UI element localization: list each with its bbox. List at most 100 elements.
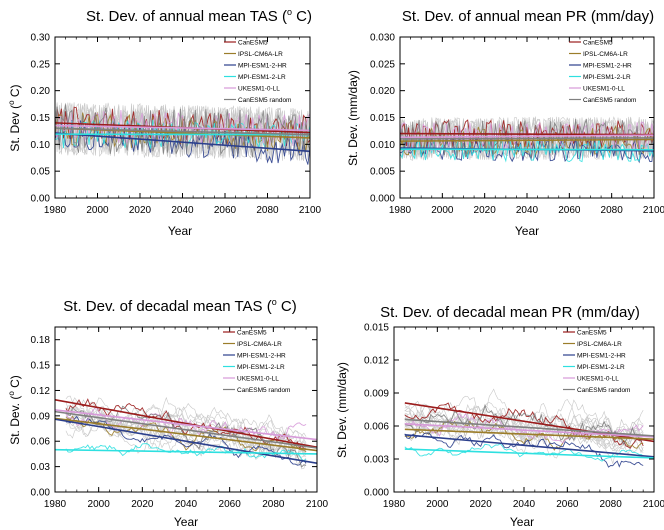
legend-entry-UKESM1-0-LL: UKESM1-0-LL [238,86,280,93]
trend-line-UKESM1-0-LL [404,423,654,438]
legend-entry-MPI-ESM1-2-LR: MPI-ESM1-2-LR [238,74,286,81]
x-tick-label: 2040 [516,205,539,216]
trend-line-MPI-ESM1-2-LR [55,133,310,136]
legend-entry-UKESM1-0-LL: UKESM1-0-LL [237,376,279,383]
x-tick-label: 2080 [256,205,279,216]
y-tick-label: 0.20 [31,86,51,97]
y-tick-label: 0.15 [31,361,51,372]
series-line-MPI-ESM1-2-HR [55,119,310,165]
series-layer [404,388,654,468]
series-line-CanESM5 [404,402,644,449]
y-tick-label: 0.015 [370,113,395,124]
panel-decadal-pr: St. Dev. of decadal mean PR (mm/day) Yea… [335,304,640,529]
y-label-end: C) [8,375,22,391]
legend-entry-MPI-ESM1-2-HR: MPI-ESM1-2-HR [237,353,286,360]
legend-entry-MPI-ESM1-2-LR: MPI-ESM1-2-LR [237,364,285,371]
y-tick-label: 0.06 [31,437,51,448]
x-tick-label: 2020 [474,205,497,216]
x-tick-label: 2000 [426,499,449,510]
series-line-CanESM5 random [404,403,644,446]
trend-line-CanESM5 random [404,418,654,437]
trend-line-MPI-ESM1-2-HR [404,434,654,458]
panel-decadal-tas: St. Dev. of decadal mean TAS (o C) Year … [7,297,297,529]
ensemble-member-line [65,412,307,451]
panel-annual-pr: St. Dev. of annual mean PR (mm/day) Year… [346,8,654,238]
legend-entry-UKESM1-0-LL: UKESM1-0-LL [583,86,625,93]
y-tick-label: 0.09 [31,411,51,422]
y-tick-label: 0.25 [31,59,51,70]
y-label-end: C) [8,84,22,100]
series-layer [55,395,317,470]
y-tick-label: 0.006 [364,422,389,433]
legend: CanESM5 IPSL-CM6A-LR MPI-ESM1-2-HR MPI-ESM1… [563,330,630,394]
y-axis-label: St. Dev (o C) [7,84,22,151]
y-tick-label: 0.03 [31,462,51,473]
plot-area-4: 1980 2000 2020 2040 2060 2080 2100 0.000 0.003 0.… [364,323,664,511]
legend-entry-UKESM1-0-LL: UKESM1-0-LL [577,376,619,383]
trend-line-IPSL-CM6A-LR [400,138,654,142]
series-layer [55,102,310,165]
x-axis-label: Year [510,515,534,529]
x-tick-label: 2040 [171,205,194,216]
legend: CanESM5 IPSL-CM6A-LR MPI-ESM1-2-HR MPI-ESM1… [223,330,290,394]
x-tick-label: 2020 [129,205,152,216]
x-tick-label: 1980 [383,499,406,510]
plot-area-3: 1980 2000 2020 2040 2060 2080 2100 0.00 0.03 0.06… [31,326,329,510]
trend-line-IPSL-CM6A-LR [404,428,654,440]
x-axis-label: Year [174,515,198,529]
plot-area-1: 1980 2000 2020 2040 2060 2080 2100 0.00 0.05 0.10… [31,33,322,217]
plot-layer: 1980 2000 2020 2040 2060 2080 2100 0.00 0.05 0.10… [31,33,664,511]
x-tick-label: 2080 [600,499,623,510]
legend-entry-MPI-ESM1-2-HR: MPI-ESM1-2-HR [577,353,626,360]
y-tick-label: 0.12 [31,386,51,397]
y-tick-label: 0.00 [31,488,51,499]
y-tick-label: 0.00 [31,194,51,205]
trend-line-MPI-ESM1-2-LR [400,148,654,151]
title-end: C) [277,298,297,315]
y-axis-label: St. Dev. (mm/day) [335,362,349,458]
title-end: C) [292,8,312,25]
legend-entry-IPSL-CM6A-LR: IPSL-CM6A-LR [237,341,282,348]
x-tick-label: 1980 [44,205,67,216]
legend-entry-IPSL-CM6A-LR: IPSL-CM6A-LR [577,341,622,348]
trend-line-CanESM5 random [55,410,317,449]
x-tick-label: 1980 [44,499,67,510]
legend-entry-CanESM5: CanESM5 [237,330,267,337]
chart-title: St. Dev. of annual mean PR (mm/day) [402,8,654,25]
series-line-MPI-ESM1-2-LR [65,443,307,462]
y-tick-label: 0.020 [370,86,395,97]
y-tick-label: 0.10 [31,140,51,151]
x-tick-label: 2100 [643,205,664,216]
legend-entry-MPI-ESM1-2-LR: MPI-ESM1-2-LR [583,74,631,81]
y-tick-label: 0.18 [31,335,51,346]
trend-line-MPI-ESM1-2-HR [55,132,310,153]
y-tick-label: 0.000 [364,488,389,499]
y-axis-label: St. Dev. (mm/day) [346,70,360,166]
legend-entry-MPI-ESM1-2-HR: MPI-ESM1-2-HR [583,63,632,70]
legend-entry-CanESM5: CanESM5 [583,40,613,47]
legend: CanESM5 IPSL-CM6A-LR MPI-ESM1-2-HR MPI-ESM1… [569,40,636,104]
panel-annual-tas: St. Dev. of annual mean TAS (o C) Year S… [7,7,312,238]
x-tick-label: 2000 [431,205,454,216]
y-tick-label: 0.025 [370,59,395,70]
series-line-MPI-ESM1-2-HR [65,415,307,466]
x-tick-label: 2040 [513,499,536,510]
trend-line-MPI-ESM1-2-LR [55,448,317,455]
x-tick-label: 2040 [175,499,198,510]
y-tick-label: 0.015 [364,323,389,334]
trend-line-UKESM1-0-LL [400,134,654,139]
x-tick-label: 2000 [88,499,111,510]
x-tick-label: 1980 [389,205,412,216]
trend-line-CanESM5 [400,132,654,136]
y-tick-label: 0.009 [364,389,389,400]
y-tick-label: 0.05 [31,167,51,178]
y-tick-label: 0.30 [31,33,51,44]
plot-area-2: 1980 2000 2020 2040 2060 2080 2100 0.000 0.005 0.… [370,33,664,217]
trend-line-UKESM1-0-LL [55,409,317,441]
y-tick-label: 0.000 [370,194,395,205]
y-label-superscript: o [7,391,16,396]
plot-frame [399,36,655,199]
x-tick-label: 2020 [131,499,154,510]
trend-line-MPI-ESM1-2-LR [404,448,654,459]
